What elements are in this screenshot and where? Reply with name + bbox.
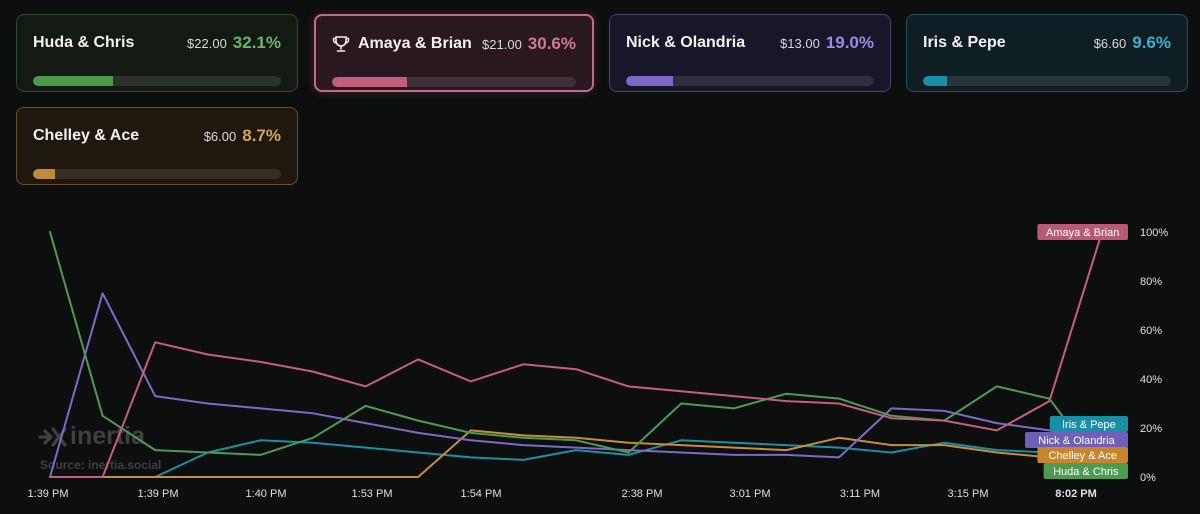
- card-percentage: 30.6%: [527, 34, 576, 53]
- card-name: Huda & Chris: [33, 34, 135, 51]
- x-tick-label: 3:15 PM: [948, 488, 989, 500]
- card-name: Nick & Olandria: [626, 34, 746, 51]
- card-progress-bar: [626, 76, 874, 86]
- x-tick-label: 1:39 PM: [138, 488, 179, 500]
- card-progress-bar: [33, 76, 281, 86]
- card-amount: $13.00: [780, 35, 820, 51]
- card-progress-bar: [33, 169, 281, 179]
- svg-text:Amaya & Brian: Amaya & Brian: [1046, 227, 1119, 239]
- x-tick-label: 1:40 PM: [246, 488, 287, 500]
- x-axis-ticks: 1:39 PM 1:39 PM 1:40 PM 1:53 PM 1:54 PM 2:38 …: [28, 488, 1097, 500]
- card-name: Amaya & Brian: [358, 35, 472, 52]
- outcome-card-nick[interactable]: Nick & Olandria $13.00 19.0%: [609, 14, 891, 92]
- card-progress-fill: [332, 77, 407, 87]
- outcome-card-huda[interactable]: Huda & Chris $22.00 32.1%: [16, 14, 298, 92]
- x-tick-label: 3:01 PM: [730, 488, 771, 500]
- card-percentage: 9.6%: [1132, 33, 1171, 52]
- card-amount: $22.00: [187, 35, 227, 51]
- card-percentage: 8.7%: [242, 126, 281, 145]
- card-progress-fill: [33, 169, 55, 179]
- x-tick-label: 3:11 PM: [840, 488, 880, 500]
- y-tick-label: 40%: [1140, 374, 1162, 386]
- end-label-huda-chris: Huda & Chris: [1043, 463, 1128, 479]
- y-tick-label: 80%: [1140, 276, 1162, 288]
- series-line-huda-chris[interactable]: [49, 231, 1103, 471]
- x-tick-label: 2:38 PM: [622, 488, 663, 500]
- series-line-nick-olandria[interactable]: [49, 292, 1103, 478]
- x-tick-label: 1:53 PM: [352, 488, 393, 500]
- card-name: Chelley & Ace: [33, 127, 140, 144]
- card-amount: $6.00: [203, 128, 237, 144]
- y-tick-label: 0%: [1140, 472, 1156, 484]
- y-tick-label: 60%: [1140, 325, 1162, 337]
- card-progress-fill: [923, 76, 947, 86]
- card-amount: $21.00: [482, 36, 522, 52]
- card-progress-fill: [626, 76, 674, 86]
- svg-text:Iris & Pepe: Iris & Pepe: [1062, 419, 1116, 431]
- outcome-card-iris[interactable]: Iris & Pepe $6.60 9.6%: [906, 14, 1188, 92]
- card-progress-bar: [923, 76, 1171, 86]
- x-tick-label: 1:39 PM: [28, 488, 69, 500]
- end-label-nick-olandria: Nick & Olandria: [1025, 432, 1128, 448]
- x-tick-label: 8:02 PM: [1055, 488, 1097, 500]
- y-tick-label: 100%: [1140, 227, 1168, 239]
- outcome-card-chelley[interactable]: Chelley & Ace $6.00 8.7%: [16, 107, 298, 185]
- x-tick-label: 1:54 PM: [461, 488, 502, 500]
- y-tick-label: 20%: [1140, 423, 1162, 435]
- watermark-source: Source: inertia.social: [40, 458, 161, 472]
- series-line-chelley-ace[interactable]: [49, 429, 1103, 478]
- end-label-iris-pepe: Iris & Pepe: [1049, 416, 1128, 432]
- series-lines: [49, 231, 1103, 478]
- end-label-chelley-ace: Chelley & Ace: [1037, 447, 1128, 463]
- watermark: inertia Source: inertia.social: [38, 422, 161, 472]
- trophy-icon: [332, 35, 350, 53]
- card-percentage: 19.0%: [825, 33, 874, 52]
- card-name: Iris & Pepe: [923, 34, 1006, 51]
- series-line-amaya-brian[interactable]: [49, 231, 1103, 478]
- svg-text:Chelley & Ace: Chelley & Ace: [1048, 450, 1116, 462]
- end-label-amaya-brian: Amaya & Brian: [1037, 224, 1128, 240]
- card-percentage: 32.1%: [232, 33, 281, 52]
- y-axis-ticks: 100% 80% 60% 40% 20% 0%: [1140, 227, 1168, 484]
- card-progress-bar: [332, 77, 576, 87]
- series-end-labels: Amaya & Brian Iris & Pepe Nick & Olandria C…: [1025, 224, 1128, 479]
- svg-text:Huda & Chris: Huda & Chris: [1053, 466, 1119, 478]
- svg-text:Nick & Olandria: Nick & Olandria: [1038, 435, 1115, 447]
- outcome-card-amaya[interactable]: Amaya & Brian $21.00 30.6%: [314, 14, 594, 92]
- card-amount: $6.60: [1093, 35, 1127, 51]
- card-progress-fill: [33, 76, 113, 86]
